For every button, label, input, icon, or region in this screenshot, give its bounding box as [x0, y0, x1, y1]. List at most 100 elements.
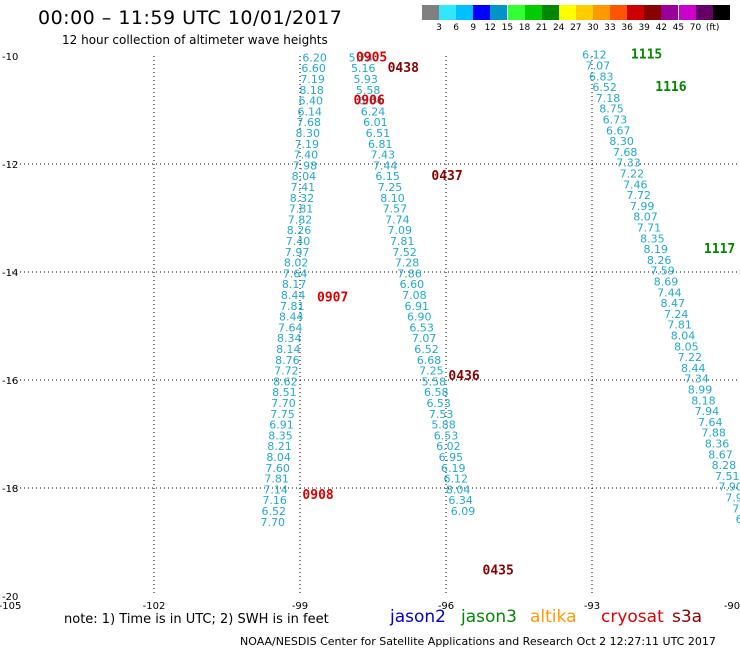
swh-value-cryosat: 7.70: [271, 397, 296, 410]
swh-value-cryosat: 7.19: [295, 138, 320, 151]
page-title: 00:00 – 11:59 UTC 10/01/2017: [38, 7, 343, 29]
color-scale-label: 30: [587, 23, 599, 33]
pass-time-cryosat: 0905: [356, 50, 387, 65]
swh-value-s3a: 7.25: [378, 181, 403, 194]
swh-value-s3a: 6.68: [417, 354, 442, 367]
swh-value-cryosat: 7.64: [278, 321, 303, 334]
satellite-cryosat: cryosat: [601, 607, 664, 627]
swh-value-jason3: 7.51: [715, 470, 740, 483]
swh-value-s3a: 7.81: [390, 235, 415, 248]
swh-value-cryosat: 8.62: [273, 375, 298, 388]
color-swatch: [712, 5, 730, 20]
swh-value-jason3: 6.12: [582, 49, 607, 62]
swh-value-cryosat: 7.75: [270, 408, 295, 421]
swh-value-jason3: 8.07: [633, 211, 658, 224]
y-tick-label: -14: [2, 268, 18, 279]
swh-value-cryosat: 8.04: [292, 170, 317, 183]
swh-value-s3a: 6.19: [441, 462, 466, 475]
color-swatch: [644, 5, 662, 20]
swh-value-cryosat: 7.40: [294, 149, 319, 162]
swh-value-s3a: 6.90: [407, 311, 432, 324]
swh-value-jason3: 7.22: [620, 168, 645, 181]
swh-value-cryosat: 8.14: [276, 343, 301, 356]
color-swatch: [575, 5, 593, 20]
color-swatch: [661, 5, 679, 20]
swh-value-s3a: 6.15: [375, 170, 400, 183]
swh-value-s3a: 6.51: [366, 127, 391, 140]
x-tick-label: -90: [724, 601, 740, 612]
swh-value-jason3: 7.44: [657, 286, 682, 299]
swh-value-s3a: 6.53: [409, 321, 434, 334]
swh-value-s3a: 5.58: [422, 375, 447, 388]
pass-time-cryosat: 0907: [317, 291, 348, 306]
color-scale-label: 12: [484, 23, 497, 33]
color-swatch: [593, 5, 610, 20]
swh-value-cryosat: 8.76: [275, 354, 300, 367]
swh-value-cryosat: 6.91: [269, 419, 294, 432]
swh-value-cryosat: 8.02: [284, 257, 309, 270]
units-note: note: 1) Time is in UTC; 2) SWH is in fe…: [64, 612, 329, 627]
swh-value-s3a: 6.24: [361, 105, 386, 118]
swh-value-s3a: 5.88: [431, 419, 456, 432]
swh-value-s3a: 7.09: [388, 224, 413, 237]
swh-value-cryosat: 7.68: [297, 116, 322, 129]
swh-value-s3a: 6.81: [368, 138, 393, 151]
color-scale-label: 24: [552, 23, 565, 33]
swh-value-cryosat: 8.32: [290, 192, 315, 205]
pass-time-s3a: 0435: [483, 563, 514, 578]
page-subtitle: 12 hour collection of altimeter wave hei…: [62, 33, 328, 47]
color-scale-label: 36: [621, 23, 633, 33]
color-swatch: [541, 5, 559, 20]
swh-value-jason3: 8.28: [712, 459, 737, 472]
swh-value-s3a: 6.02: [436, 440, 461, 453]
swh-value-s3a: 6.52: [414, 343, 439, 356]
swh-value-jason3: 6.83: [589, 70, 614, 83]
swh-value-jason3: 7.68: [613, 146, 638, 159]
color-scale-label: 27: [570, 23, 582, 33]
color-scale-label: 39: [638, 23, 650, 33]
swh-value-cryosat: 7.40: [286, 235, 311, 248]
color-swatch: [507, 5, 525, 20]
color-swatch: [439, 5, 457, 20]
swh-value-s3a: 7.43: [370, 149, 395, 162]
swh-value-s3a: 7.07: [412, 332, 437, 345]
swh-value-jason3: 7.90: [718, 481, 740, 494]
pass-time-s3a: 0437: [431, 169, 462, 184]
swh-value-s3a: 8.04: [446, 483, 471, 496]
swh-value-jason3: 6.52: [592, 81, 617, 94]
swh-value-jason3: 8.75: [599, 103, 624, 116]
pass-time-jason3: 1116: [655, 80, 686, 95]
swh-value-s3a: 6.91: [405, 300, 430, 313]
swh-value-cryosat: 7.97: [285, 246, 310, 259]
swh-value-cryosat: 6.40: [298, 95, 323, 108]
color-scale-label: 33: [604, 23, 616, 33]
swh-value-cryosat: 8.30: [296, 127, 321, 140]
swh-value-s3a: 6.58: [424, 386, 449, 399]
swh-value-s3a: 5.93: [353, 73, 378, 86]
color-scale-label: 15: [501, 23, 514, 33]
swh-value-jason3: 7.46: [623, 178, 648, 191]
pass-time-labels: 0905 0906 0907 0908 0438 0437 0436 0435 1115 1116…: [302, 48, 735, 579]
swh-value-jason3: 8.36: [705, 438, 730, 451]
x-tick-label: -102: [143, 601, 166, 612]
color-swatch: [422, 5, 439, 20]
swh-value-cryosat: 7.64: [283, 267, 308, 280]
color-scale-label: 42: [655, 23, 668, 33]
swh-value-jason3: 7.22: [678, 351, 703, 364]
swh-value-cryosat: 8.17: [282, 278, 307, 291]
swh-value-s3a: 6.34: [448, 494, 473, 507]
swh-value-jason3: 8.26: [647, 254, 672, 267]
swh-value-jason3: 7.: [732, 502, 740, 515]
swh-value-cryosat: 7.81: [264, 473, 289, 486]
color-swatch: [524, 5, 542, 20]
color-scale-label: 6: [453, 23, 459, 33]
pass-time-s3a: 0436: [448, 369, 479, 384]
swh-value-cryosat: 8.51: [272, 386, 297, 399]
swh-value-cryosat: 8.34: [277, 332, 302, 345]
swh-value-cryosat: 6.52: [261, 505, 286, 518]
swh-value-cryosat: 7.98: [293, 159, 318, 172]
swh-value-s3a: 5.58: [356, 84, 381, 97]
color-swatch: [695, 5, 713, 20]
color-swatch: [678, 5, 696, 20]
swh-value-jason3: 8.19: [644, 243, 669, 256]
